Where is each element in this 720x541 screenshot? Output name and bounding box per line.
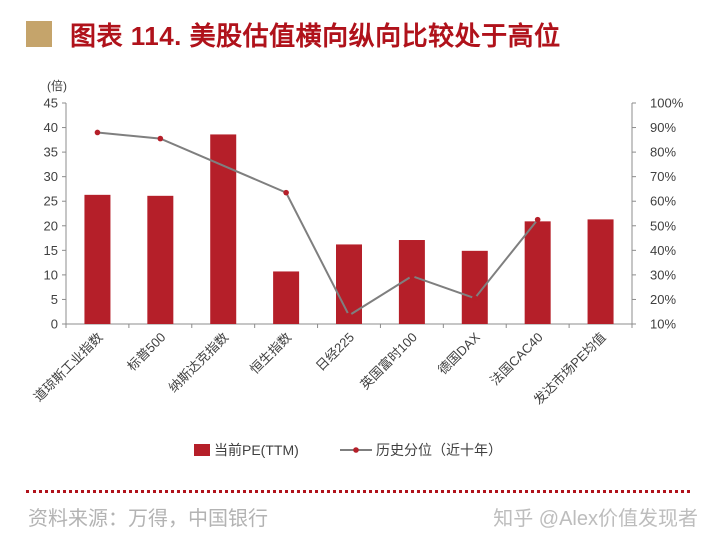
- percentile-marker: [534, 216, 541, 223]
- y-right-tick-label: 20%: [650, 292, 676, 307]
- title-block: 图表 114. 美股估值横向纵向比较处于高位: [26, 14, 561, 54]
- y-right-tick-label: 100%: [650, 96, 684, 111]
- x-category-label: 恒生指数: [247, 330, 294, 377]
- y-left-tick-label: 40: [44, 120, 58, 135]
- x-category-label: 纳斯达克指数: [166, 330, 232, 396]
- y-right-tick-label: 30%: [650, 267, 676, 282]
- y-right-tick-label: 90%: [650, 120, 676, 135]
- y-left-tick-label: 45: [44, 96, 58, 111]
- y-axis-left-label: (倍): [47, 78, 67, 93]
- title-square-marker: [26, 21, 52, 47]
- legend-bar-label: 当前PE(TTM): [214, 442, 299, 458]
- pe-bar: [336, 244, 362, 324]
- pe-bar: [587, 219, 614, 324]
- y-right-tick-label: 10%: [650, 317, 676, 332]
- pe-comparison-chart: (倍) 0 5 10 15 20 25 30 35 40 45 10% 20% 30% 40% 50% 60% 7…: [31, 78, 684, 458]
- y-right-tick-label: 70%: [650, 169, 676, 184]
- y-right-tick-label: 40%: [650, 243, 676, 258]
- percentile-marker: [283, 189, 289, 196]
- x-category-label: 德国DAX: [435, 329, 483, 377]
- pe-bar: [273, 271, 300, 324]
- y-left-tick-label: 30: [44, 169, 58, 184]
- y-right-tick-label: 60%: [650, 194, 676, 209]
- x-category-label: 法国CAC40: [487, 330, 546, 389]
- y-left-tick-label: 10: [44, 267, 58, 282]
- y-left-tick-label: 15: [44, 243, 58, 258]
- page-title: 图表 114. 美股估值横向纵向比较处于高位: [70, 20, 561, 51]
- y-right-tick-label: 80%: [650, 145, 676, 160]
- dotted-divider: [26, 490, 690, 493]
- legend-line-marker: [353, 447, 359, 453]
- percentile-marker: [409, 273, 415, 279]
- pe-bar: [147, 195, 174, 324]
- legend-line-label: 历史分位（近十年）: [376, 442, 502, 458]
- pe-bar: [210, 134, 237, 324]
- y-left-tick-label: 20: [44, 218, 58, 233]
- pe-bar: [84, 194, 111, 324]
- percentile-marker: [346, 312, 352, 319]
- legend-bar-swatch: [194, 444, 210, 456]
- x-category-label: 日经225: [313, 330, 357, 374]
- x-category-label: 英国富时100: [357, 330, 420, 393]
- y-left-tick-label: 5: [51, 292, 58, 307]
- y-right-tick-label: 50%: [650, 218, 676, 233]
- x-category-label: 标普500: [124, 330, 168, 374]
- percentile-marker: [94, 129, 101, 136]
- y-left-tick-label: 25: [44, 194, 58, 209]
- y-left-tick-label: 0: [51, 317, 58, 332]
- pe-bar: [524, 221, 551, 324]
- x-category-label: 道琼斯工业指数: [31, 330, 106, 405]
- source-note: 资料来源：万得，中国银行: [28, 508, 268, 530]
- y-left-tick-label: 35: [44, 145, 58, 160]
- percentile-marker: [471, 295, 478, 302]
- watermark: 知乎 @Alex价值发现者: [493, 508, 698, 530]
- percentile-marker: [157, 135, 164, 142]
